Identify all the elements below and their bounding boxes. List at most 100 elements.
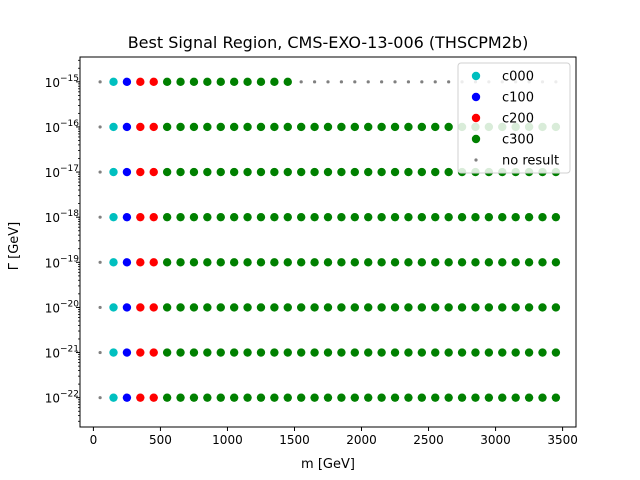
data-point-c300 (337, 348, 346, 357)
data-point-c300 (229, 167, 239, 177)
data-point-c300 (404, 303, 413, 312)
data-point-c300 (270, 303, 279, 312)
data-point-c100 (122, 258, 132, 267)
data-point-c300 (364, 393, 373, 402)
y-tick-label: 10 (45, 211, 60, 225)
data-point-c300 (377, 258, 386, 267)
data-point-c300 (364, 258, 373, 267)
data-point-c300 (337, 258, 346, 267)
data-point-c300 (216, 258, 225, 267)
data-point-c300 (364, 167, 373, 177)
data-point-c300 (484, 393, 494, 402)
data-point-c000 (109, 303, 118, 312)
data-point-c300 (444, 122, 453, 132)
data-point-c300 (457, 393, 467, 402)
data-point-c300 (270, 258, 279, 267)
y-tick-label-exponent: −21 (60, 345, 79, 355)
data-point-c300 (323, 348, 333, 357)
data-point-c300 (417, 212, 427, 222)
y-tick-label-exponent: −20 (60, 299, 79, 309)
data-point-c300 (243, 122, 252, 132)
data-point-c300 (270, 348, 279, 357)
data-point-c300 (189, 393, 199, 402)
data-point-c300 (404, 258, 413, 267)
data-point-c300 (203, 122, 212, 132)
data-point-c000 (109, 258, 118, 267)
data-point-c300 (243, 167, 252, 177)
legend-label: no result (502, 154, 559, 169)
data-point-c300 (484, 258, 494, 267)
y-tick-label: 10 (45, 301, 60, 315)
data-point-c300 (350, 303, 360, 312)
data-point-c300 (431, 212, 440, 222)
data-point-c300 (310, 167, 319, 177)
data-point-c300 (390, 393, 400, 402)
data-point-c300 (337, 167, 346, 177)
data-point-c300 (189, 258, 199, 267)
data-point-c300 (216, 212, 225, 222)
data-point-c300 (256, 122, 266, 132)
data-point-c300 (337, 393, 346, 402)
x-tick-label: 3500 (547, 433, 578, 447)
data-point-c300 (203, 77, 212, 87)
data-point-c300 (551, 348, 561, 357)
data-point-c300 (404, 122, 413, 132)
legend-label: c000 (502, 70, 534, 85)
data-point-c300 (377, 393, 386, 402)
no-result-point (312, 80, 317, 84)
data-point-c300 (431, 348, 440, 357)
data-point-c200 (136, 77, 145, 87)
data-point-c000 (109, 122, 118, 132)
data-point-c300 (364, 212, 373, 222)
data-point-c300 (162, 122, 172, 132)
data-point-c200 (136, 122, 145, 132)
data-point-c200 (136, 258, 145, 267)
data-point-c300 (203, 167, 212, 177)
data-point-c300 (283, 77, 292, 87)
y-tick-label-exponent: −17 (60, 164, 79, 174)
data-point-c300 (390, 258, 400, 267)
data-point-c300 (243, 212, 252, 222)
data-point-c300 (390, 122, 400, 132)
y-tick-label: 10 (45, 166, 60, 180)
data-point-c300 (417, 303, 427, 312)
data-point-c200 (136, 393, 145, 402)
data-point-c300 (296, 393, 306, 402)
y-tick-label-exponent: −18 (60, 209, 79, 219)
data-point-c300 (431, 258, 440, 267)
data-point-c300 (283, 258, 292, 267)
data-point-c100 (122, 348, 132, 357)
data-point-c300 (350, 258, 360, 267)
data-point-c300 (176, 77, 185, 87)
data-point-c300 (176, 258, 185, 267)
no-result-point (98, 215, 102, 219)
data-point-c300 (283, 393, 292, 402)
legend-box (457, 62, 571, 174)
data-point-c300 (457, 348, 467, 357)
data-point-c300 (511, 258, 520, 267)
data-point-c300 (551, 212, 561, 222)
data-point-c300 (229, 393, 239, 402)
data-point-c300 (176, 303, 185, 312)
data-point-c300 (431, 122, 440, 132)
data-point-c300 (162, 212, 172, 222)
no-result-point (447, 80, 451, 84)
data-point-c300 (310, 303, 319, 312)
data-point-c300 (189, 77, 199, 87)
data-point-c300 (323, 303, 333, 312)
no-result-point (339, 80, 344, 84)
x-tick-label: 2000 (346, 433, 377, 447)
data-point-c300 (457, 258, 467, 267)
y-tick-label-exponent: −19 (60, 254, 79, 264)
data-point-c300 (484, 212, 494, 222)
data-point-c300 (229, 122, 239, 132)
y-tick-label-exponent: −22 (60, 390, 79, 400)
data-point-c300 (256, 348, 266, 357)
data-point-c300 (377, 348, 386, 357)
legend-marker-no-result (474, 158, 478, 162)
data-point-c300 (310, 122, 319, 132)
data-point-c300 (551, 258, 561, 267)
data-point-c300 (484, 303, 494, 312)
no-result-point (98, 350, 102, 355)
data-point-c300 (243, 303, 252, 312)
